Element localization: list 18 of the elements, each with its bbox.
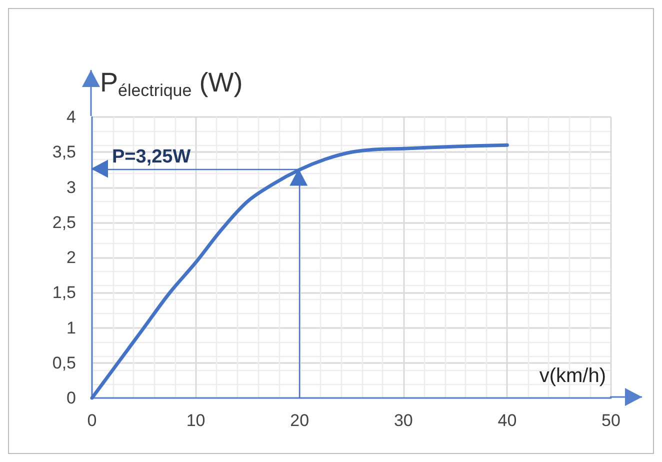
y-tick-label: 3	[66, 178, 76, 197]
x-tick-label: 40	[498, 411, 517, 430]
y-tick-label: 4	[66, 108, 76, 126]
y-tick-label: 2,5	[52, 212, 76, 232]
x-axis-title: v(km/h)	[539, 365, 606, 387]
x-tick-label: 10	[186, 411, 206, 430]
ref-line-label: P=3,25W	[112, 146, 191, 168]
line-series	[90, 143, 509, 400]
x-tick-label: 50	[602, 411, 620, 430]
y-tick-label: 0	[66, 388, 76, 408]
x-tick-label: 20	[290, 411, 310, 430]
y-tick-label: 1	[66, 318, 76, 338]
y-tick-label: 3,5	[52, 142, 76, 162]
y-tick-label: 2	[66, 248, 76, 267]
y-tick-label: 0,5	[52, 353, 76, 372]
y-tick-label: 1,5	[52, 283, 76, 302]
x-tick-label: 0	[87, 411, 97, 430]
x-tick-label: 30	[394, 411, 413, 430]
